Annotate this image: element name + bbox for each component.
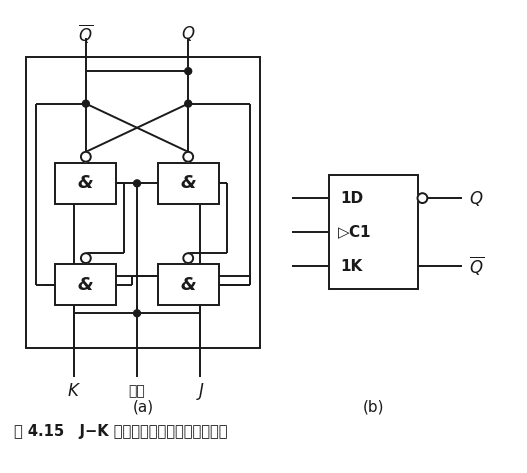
Circle shape [185,68,192,75]
Circle shape [185,100,192,107]
Text: &: & [78,276,94,294]
Text: &: & [180,175,196,193]
Circle shape [133,310,141,317]
Circle shape [183,253,193,263]
Circle shape [81,152,91,162]
Text: 时钟: 时钟 [129,384,145,398]
Circle shape [417,193,427,203]
Text: $\overline{Q}$: $\overline{Q}$ [469,254,484,278]
Bar [55,163,116,204]
Circle shape [133,180,141,187]
Text: 1K: 1K [341,259,363,273]
Text: $\triangleright$C1: $\triangleright$C1 [337,223,371,241]
Bar [158,163,219,204]
Text: 图 4.15   J−K 触发器逻辑电路图和逻辑符号: 图 4.15 J−K 触发器逻辑电路图和逻辑符号 [14,424,228,439]
Bar [329,175,417,289]
Bar [158,264,219,306]
Text: (a): (a) [132,399,153,414]
Text: $\overline{Q}$: $\overline{Q}$ [79,22,93,45]
Text: (b): (b) [363,399,384,414]
Text: 1D: 1D [341,191,364,206]
Circle shape [81,253,91,263]
Text: $J$: $J$ [196,380,205,402]
Text: &: & [180,276,196,294]
Bar [55,264,116,306]
Bar [26,57,260,348]
Circle shape [183,152,193,162]
Circle shape [82,100,89,107]
Text: &: & [78,175,94,193]
Text: $Q$: $Q$ [181,24,196,43]
Text: $Q$: $Q$ [469,189,483,208]
Text: $K$: $K$ [66,382,81,400]
